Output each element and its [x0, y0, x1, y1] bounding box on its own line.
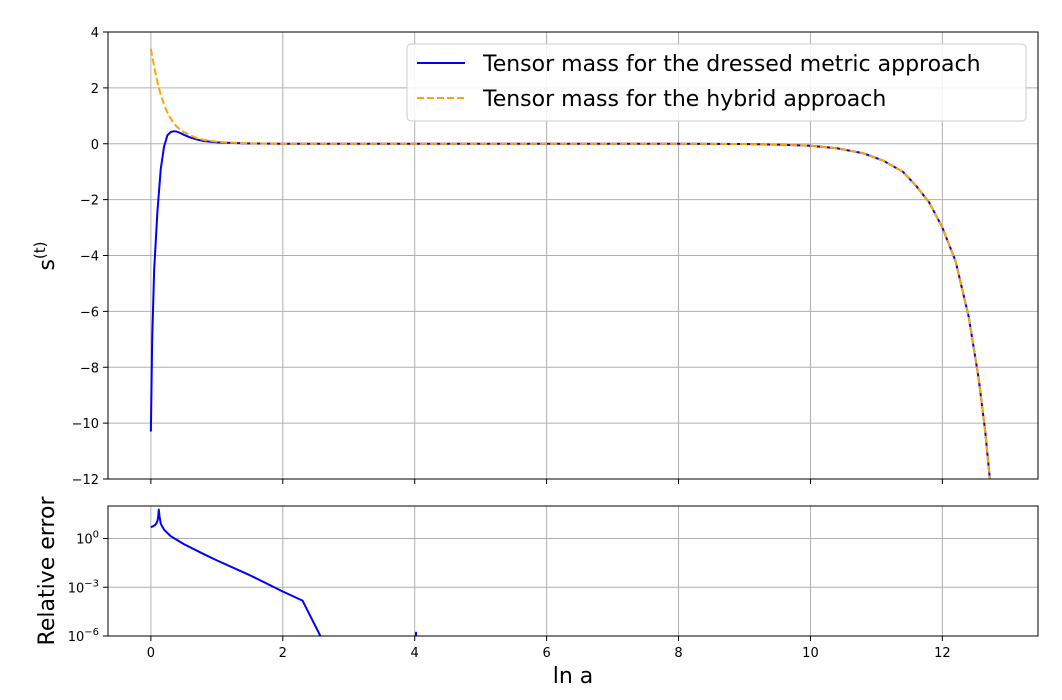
- bottom-xtick-label: 0: [147, 646, 155, 661]
- series-line-relative-error: [150, 508, 322, 636]
- bottom-plot-area: [108, 506, 1038, 636]
- series-line-hybrid: [149, 48, 991, 479]
- top-ytick-label: 0: [91, 138, 99, 153]
- bottom-xtick-label: 4: [411, 646, 419, 661]
- bottom-xtick-label: 6: [542, 646, 550, 661]
- top-ticks: 4 2 0 −2 −4 −6 −8 −10 −12: [72, 26, 943, 488]
- bottom-xtick-label: 8: [674, 646, 682, 661]
- bottom-series: [150, 508, 418, 636]
- top-ytick-label: −10: [72, 417, 99, 432]
- bottom-axes-frame: [107, 505, 1039, 637]
- top-ytick-label: −2: [80, 194, 99, 209]
- top-ytick-label: −4: [80, 250, 99, 265]
- bottom-ytick-label: 100: [76, 530, 99, 548]
- bottom-xlabel: ln a: [553, 664, 594, 689]
- legend-label-dressed: Tensor mass for the dressed metric appro…: [482, 52, 981, 77]
- bottom-panel: 0 2 4 6 8 10 12 100 10−3 10−6 Relative error ln a: [35, 496, 1039, 689]
- top-ytick-label: −12: [72, 473, 99, 488]
- bottom-ytick-label: 10−3: [68, 578, 99, 596]
- top-ytick-label: 2: [91, 82, 99, 97]
- legend-label-hybrid: Tensor mass for the hybrid approach: [482, 87, 886, 112]
- legend-box: [406, 43, 1027, 122]
- legend: Tensor mass for the dressed metric appro…: [406, 43, 1027, 122]
- bottom-ticks: 0 2 4 6 8 10 12 100 10−3 10−6: [68, 530, 951, 662]
- bottom-xtick-label: 2: [279, 646, 287, 661]
- top-ytick-label: −8: [80, 361, 99, 376]
- bottom-xtick-label: 10: [802, 646, 819, 661]
- top-ytick-label: −6: [80, 305, 99, 320]
- bottom-ytick-label: 10−6: [68, 627, 99, 645]
- top-ytick-label: 4: [91, 26, 99, 41]
- top-panel: 4 2 0 −2 −4 −6 −8 −10 −12 s(t) Tensor mass for t…: [31, 26, 1039, 488]
- bottom-ylabel: Relative error: [35, 496, 60, 646]
- bottom-xtick-label: 12: [934, 646, 951, 661]
- top-ylabel: s(t): [31, 241, 60, 270]
- top-series: [149, 48, 991, 479]
